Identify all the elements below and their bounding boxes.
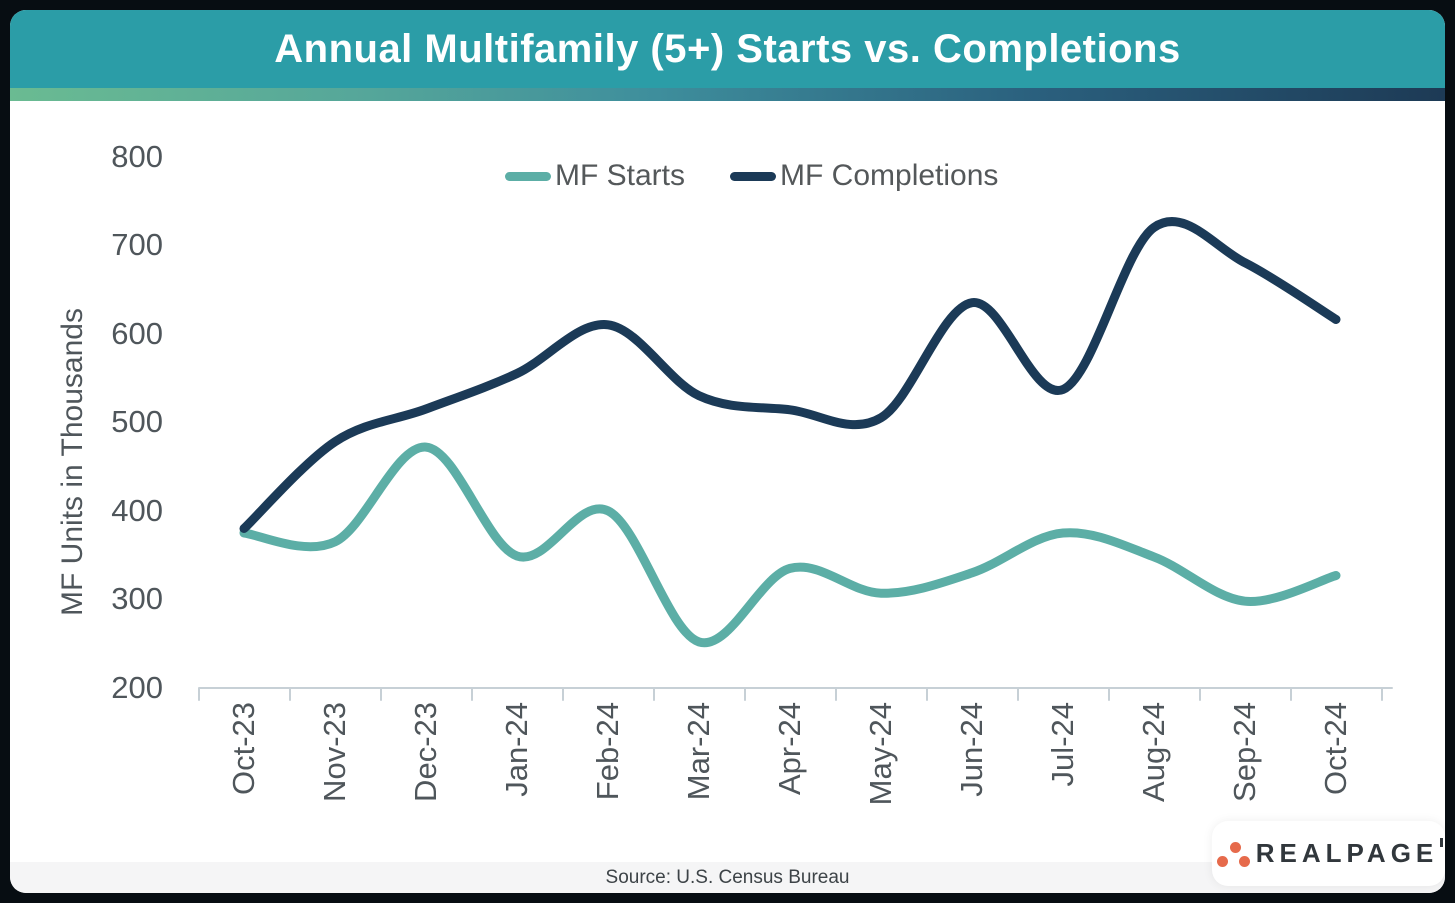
legend-label-mf-starts: MF Starts [555,159,686,192]
mf-completions-swatch-icon [730,171,777,181]
y-tick-label: 400 [111,492,163,528]
x-tick-label: Jun-24 [954,702,989,797]
x-tick-label: Feb-24 [590,702,625,801]
realpage-logo: REALPAGE [1212,821,1445,886]
mf-starts-swatch-icon [505,171,551,181]
x-tick-label: Mar-24 [681,702,716,801]
y-tick-label: 600 [111,315,163,351]
x-tick-label: Oct-23 [226,702,261,796]
header-gradient-divider [10,88,1445,101]
x-tick-label: May-24 [863,702,898,806]
y-axis-title: MF Units in Thousands [56,308,89,616]
chart-header: Annual Multifamily (5+) Starts vs. Compl… [10,10,1445,88]
x-tick-label: Aug-24 [1136,702,1171,802]
legend-item-mf-completions: MF Completions [730,159,998,193]
y-tick-label: 300 [111,581,163,617]
y-tick-label: 800 [111,138,163,174]
source-text: Source: U.S. Census Bureau [605,866,850,888]
x-tick-label: Dec-23 [408,702,443,802]
realpage-dots-icon [1214,837,1250,871]
logo-dot [1216,855,1228,867]
legend-item-mf-starts: MF Starts [505,159,685,193]
y-tick-label: 700 [111,227,163,263]
x-tick-label: Jul-24 [1045,702,1080,787]
page-title: Annual Multifamily (5+) Starts vs. Compl… [274,26,1181,71]
x-tick-label: Jan-24 [499,702,534,797]
legend-label-mf-completions: MF Completions [780,159,999,192]
y-tick-label: 200 [111,670,163,705]
x-tick-label: Apr-24 [772,702,807,796]
logo-dot [1229,841,1241,853]
footer-bar: Source: U.S. Census Bureau [10,862,1445,893]
y-tick-label: 500 [111,404,163,440]
x-tick-label: Nov-23 [317,702,352,802]
logo-dot [1238,855,1250,867]
trademark-tick [1440,838,1444,847]
chart-legend: MF Starts MF Completions [505,156,998,196]
realpage-wordmark: REALPAGE [1256,838,1444,869]
